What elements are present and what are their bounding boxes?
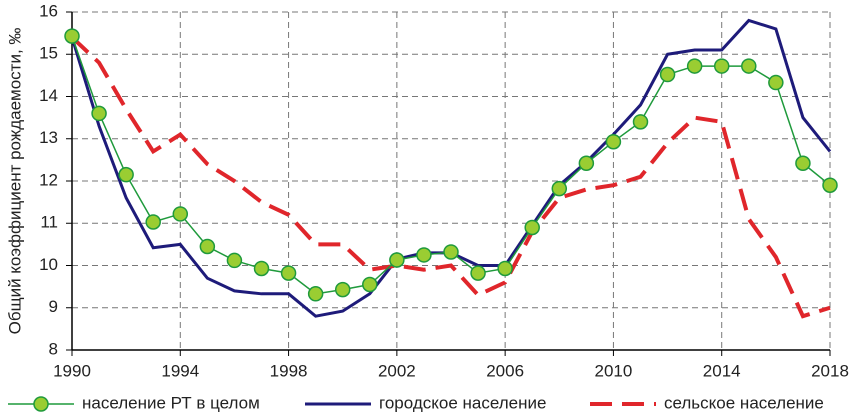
x-tick-label: 2006: [486, 361, 524, 380]
marker: [822, 177, 838, 193]
marker: [524, 219, 540, 236]
x-tick-label: 2014: [703, 361, 741, 380]
y-tick-label: 11: [40, 213, 58, 232]
y-tick-label: 12: [39, 170, 58, 189]
x-tick-label: 1998: [270, 361, 308, 380]
x-tick-label: 1994: [161, 361, 199, 380]
marker: [362, 276, 378, 293]
x-tick-label: 2018: [811, 361, 849, 380]
marker: [795, 155, 811, 172]
marker: [334, 281, 351, 298]
x-tick-label: 2002: [378, 361, 416, 380]
legend-label: население РТ в целом: [82, 393, 260, 412]
marker: [578, 155, 595, 172]
marker: [145, 214, 161, 230]
marker: [768, 74, 784, 91]
x-tick-label: 1990: [53, 361, 91, 380]
y-tick-label: 10: [39, 255, 58, 274]
marker: [551, 180, 568, 197]
y-tick-label: 16: [39, 1, 58, 20]
y-tick-label: 13: [39, 128, 58, 147]
marker: [64, 28, 80, 44]
marker: [659, 66, 676, 83]
y-tick-label: 8: [49, 339, 58, 358]
marker: [497, 260, 513, 277]
marker: [280, 265, 297, 281]
legend-marker: [33, 396, 49, 412]
marker: [686, 58, 703, 74]
marker: [389, 252, 405, 268]
marker: [172, 206, 189, 222]
x-tick-label: 2010: [595, 361, 633, 380]
y-axis-label: Общий коэффициент рождаемости, ‰: [5, 28, 24, 335]
y-tick-label: 9: [49, 297, 58, 316]
marker: [443, 244, 459, 260]
marker: [307, 286, 324, 302]
marker: [118, 166, 134, 183]
marker: [741, 58, 757, 74]
marker: [416, 247, 432, 263]
marker: [253, 260, 270, 277]
marker: [632, 114, 649, 130]
marker: [713, 58, 730, 74]
marker: [199, 238, 216, 255]
legend-label: сельское население: [664, 393, 824, 412]
y-tick-label: 15: [39, 44, 58, 63]
marker: [226, 252, 243, 269]
marker: [91, 105, 107, 122]
y-tick-label: 14: [39, 86, 58, 105]
marker: [470, 265, 486, 281]
series-line: [70, 35, 831, 319]
marker: [605, 133, 622, 150]
legend-label: городское население: [379, 393, 546, 412]
